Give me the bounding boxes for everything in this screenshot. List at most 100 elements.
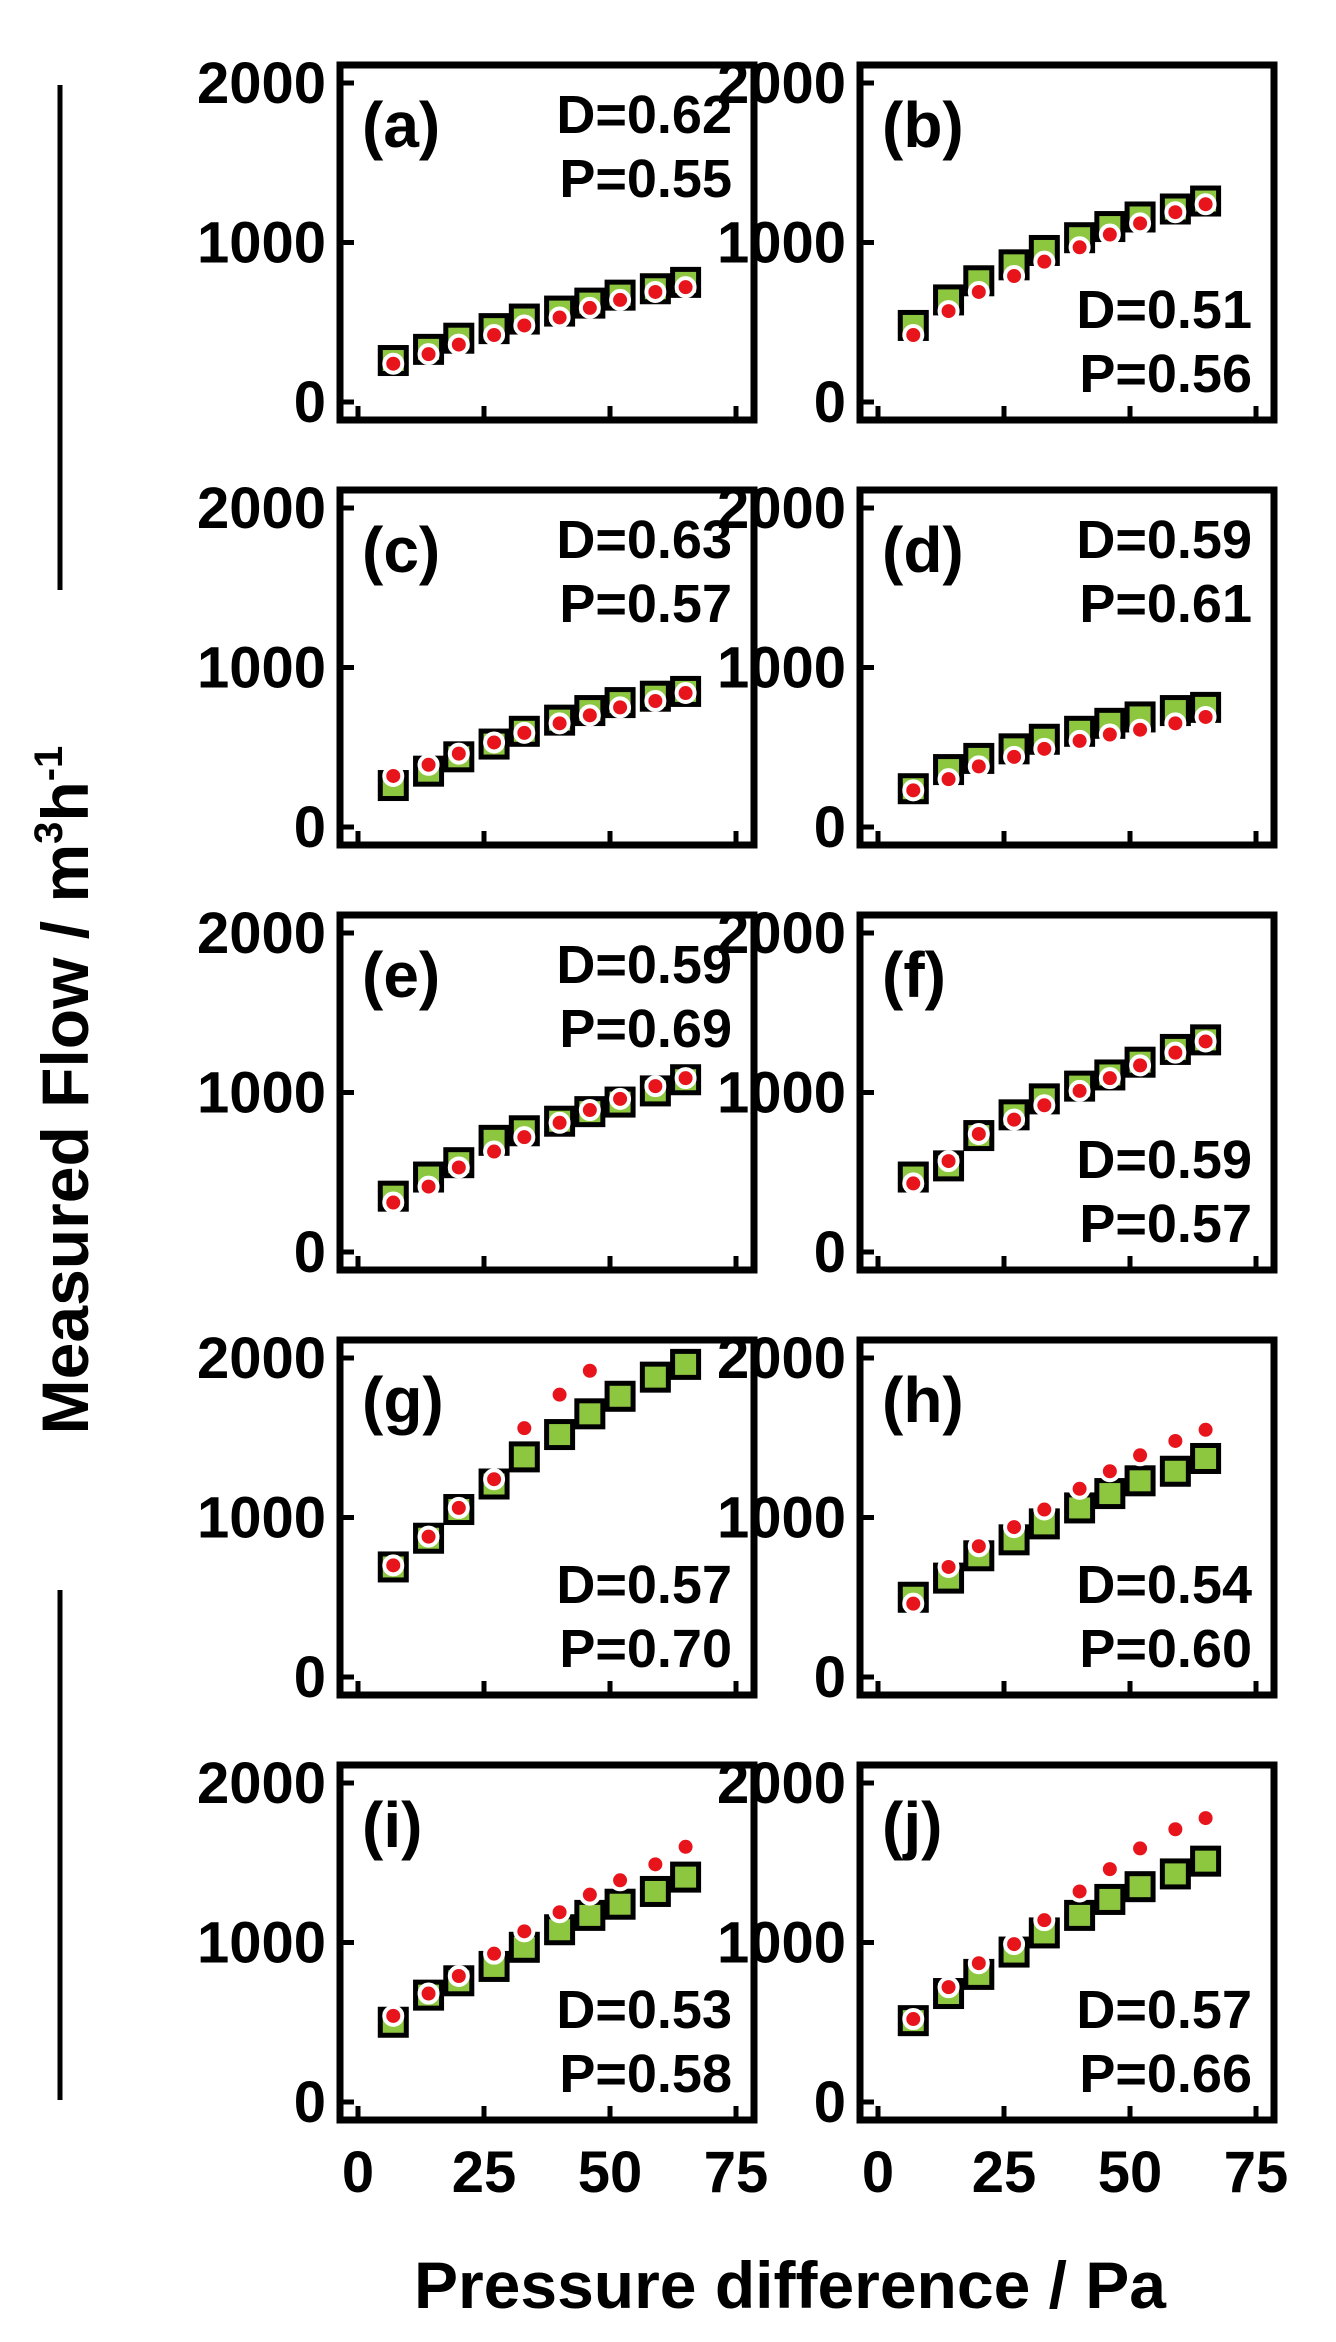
panel-stat: D=0.59 bbox=[556, 935, 732, 995]
model-point bbox=[967, 1952, 990, 1975]
y-tick-label: 2000 bbox=[717, 476, 846, 541]
panel-g: 0 1000 2000 (g) D=0.57P=0.70 bbox=[197, 1326, 758, 1710]
y-tick-label: 0 bbox=[294, 1645, 326, 1710]
x-tick-label: 25 bbox=[452, 2140, 517, 2205]
x-tick-label: 0 bbox=[862, 2140, 894, 2205]
panel-letter: (c) bbox=[362, 514, 440, 586]
y-tick-label: 0 bbox=[814, 2070, 846, 2135]
model-point bbox=[513, 1126, 536, 1149]
model-point bbox=[417, 753, 440, 776]
panel-stat: D=0.51 bbox=[1076, 280, 1252, 340]
panel-stat: D=0.63 bbox=[556, 510, 732, 570]
measured-point bbox=[1190, 1845, 1222, 1877]
y-tick-label: 1000 bbox=[717, 211, 846, 276]
measured-point bbox=[1124, 1871, 1156, 1903]
y-axis-title: Measured Flow / m3h-1 bbox=[27, 746, 102, 1435]
model-point bbox=[1033, 1909, 1056, 1932]
model-point bbox=[1194, 1418, 1217, 1441]
model-point bbox=[417, 1525, 440, 1548]
model-point bbox=[937, 1555, 960, 1578]
model-point bbox=[674, 1835, 697, 1858]
y-tick-label: 2000 bbox=[197, 901, 326, 966]
panel-j: 0 1000 2000 0 25 50 75 (j) D=0.57P=0.66 bbox=[717, 1751, 1288, 2205]
model-point bbox=[644, 1075, 667, 1098]
panel-stat: P=0.61 bbox=[1079, 574, 1252, 634]
x-tick-label: 50 bbox=[1098, 2140, 1163, 2205]
model-point bbox=[674, 276, 697, 299]
x-axis-title: Pressure difference / Pa bbox=[414, 2248, 1167, 2322]
model-point bbox=[1098, 1858, 1121, 1881]
panel-stat: P=0.70 bbox=[559, 1619, 732, 1679]
panel-stat: D=0.59 bbox=[1076, 1130, 1252, 1190]
model-point bbox=[447, 333, 470, 356]
panel-stat: P=0.60 bbox=[1079, 1619, 1252, 1679]
model-point bbox=[578, 1359, 601, 1382]
panel-i: 0 1000 2000 0 25 50 75 (i) D=0.53P=0.58 bbox=[197, 1751, 768, 2205]
panel-letter: (b) bbox=[882, 89, 964, 161]
model-point bbox=[1164, 1818, 1187, 1841]
y-tick-label: 0 bbox=[814, 1220, 846, 1285]
panel-letter: (e) bbox=[362, 939, 440, 1011]
model-point bbox=[1068, 1477, 1091, 1500]
model-point bbox=[513, 721, 536, 744]
panel-e: 0 1000 2000 (e) D=0.59P=0.69 bbox=[197, 901, 758, 1285]
model-point bbox=[1003, 1933, 1026, 1956]
model-point bbox=[902, 779, 925, 802]
panel-stat: D=0.59 bbox=[1076, 510, 1252, 570]
y-tick-label: 2000 bbox=[197, 1751, 326, 1816]
model-point bbox=[967, 755, 990, 778]
model-point bbox=[1194, 1030, 1217, 1053]
model-point bbox=[967, 1535, 990, 1558]
y-tick-label: 0 bbox=[814, 1645, 846, 1710]
model-point bbox=[1098, 723, 1121, 746]
panel-c: 0 1000 2000 (c) D=0.63P=0.57 bbox=[197, 476, 758, 860]
model-point bbox=[1068, 1880, 1091, 1903]
model-point bbox=[674, 1067, 697, 1090]
y-tick-label: 1000 bbox=[717, 1061, 846, 1126]
measured-point bbox=[574, 1899, 606, 1931]
model-point bbox=[1003, 264, 1026, 287]
panel-letter: (i) bbox=[362, 1789, 422, 1861]
y-tick-label: 0 bbox=[294, 2070, 326, 2135]
panel-stat: P=0.66 bbox=[1079, 2044, 1252, 2104]
model-point bbox=[1003, 745, 1026, 768]
model-point bbox=[1164, 1429, 1187, 1452]
y-tick-label: 2000 bbox=[717, 51, 846, 116]
model-point bbox=[548, 712, 571, 735]
y-tick-label: 2000 bbox=[717, 1326, 846, 1391]
model-point bbox=[609, 1087, 632, 1110]
y-tick-label: 2000 bbox=[717, 901, 846, 966]
y-tick-label: 0 bbox=[814, 370, 846, 435]
model-point bbox=[902, 324, 925, 347]
model-point bbox=[417, 1175, 440, 1198]
model-point bbox=[1098, 223, 1121, 246]
y-tick-label: 1000 bbox=[197, 211, 326, 276]
model-point bbox=[548, 1901, 571, 1924]
model-point bbox=[967, 1122, 990, 1145]
panel-stat: D=0.53 bbox=[556, 1980, 732, 2040]
model-point bbox=[447, 1496, 470, 1519]
measured-point bbox=[639, 1361, 671, 1393]
model-point bbox=[1164, 1041, 1187, 1064]
model-point bbox=[1164, 712, 1187, 735]
model-point bbox=[417, 1982, 440, 2005]
model-point bbox=[1129, 718, 1152, 741]
panel-stat: D=0.57 bbox=[1076, 1980, 1252, 2040]
panel-letter: (a) bbox=[362, 89, 440, 161]
panel-letter: (g) bbox=[362, 1364, 444, 1436]
model-point bbox=[513, 314, 536, 337]
model-point bbox=[1164, 201, 1187, 224]
y-tick-label: 1000 bbox=[197, 1486, 326, 1551]
x-tick-label: 25 bbox=[972, 2140, 1037, 2205]
model-point bbox=[548, 1383, 571, 1406]
model-point bbox=[548, 1111, 571, 1134]
model-point bbox=[1068, 236, 1091, 259]
panel-frame bbox=[336, 61, 758, 424]
model-point bbox=[644, 280, 667, 303]
panel-b: 0 1000 2000 (b) D=0.51P=0.56 bbox=[717, 51, 1278, 435]
y-tick-label: 1000 bbox=[197, 1061, 326, 1126]
measured-point bbox=[670, 1861, 702, 1893]
y-tick-label: 2000 bbox=[197, 1326, 326, 1391]
measured-point bbox=[1094, 1883, 1126, 1915]
